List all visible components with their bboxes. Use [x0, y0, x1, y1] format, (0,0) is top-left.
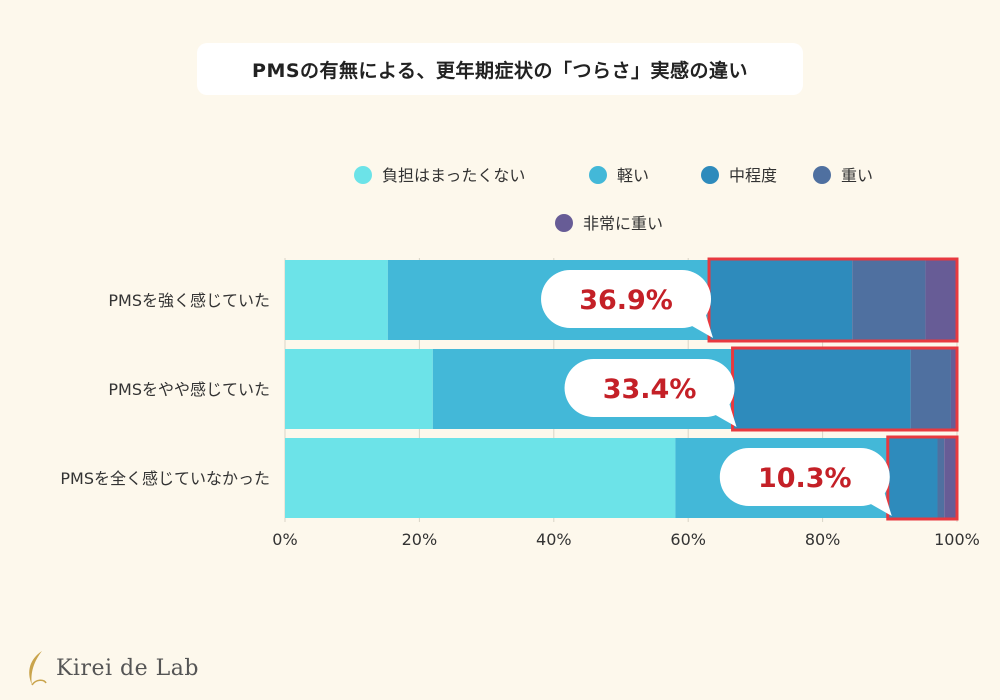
bar-segment	[709, 260, 853, 340]
callout-value: 33.4%	[603, 374, 697, 405]
bar-segment	[887, 438, 938, 518]
x-tick-label: 40%	[536, 530, 572, 549]
legend-label: 中程度	[729, 166, 777, 185]
feather-icon	[29, 651, 47, 686]
legend-swatch	[354, 166, 372, 184]
legend-label: 重い	[841, 166, 873, 185]
category-label: PMSを全く感じていなかった	[60, 469, 270, 488]
callout-bubble	[719, 448, 890, 506]
legend-swatch	[813, 166, 831, 184]
callouts: 36.9% 33.4% 10.3%	[541, 270, 892, 516]
legend-swatch	[589, 166, 607, 184]
bar-segment	[944, 438, 957, 518]
legend-label: 軽い	[617, 166, 649, 185]
x-tick-label: 60%	[670, 530, 706, 549]
bar-segment	[950, 349, 957, 429]
x-tick-label: 20%	[402, 530, 438, 549]
category-label: PMSを強く感じていた	[108, 291, 270, 310]
callout-bubble	[541, 270, 712, 328]
bar-segment	[732, 349, 911, 429]
chart-title-box: PMSの有無による、更年期症状の「つらさ」実感の違い	[197, 43, 803, 95]
x-tick-label: 100%	[934, 530, 980, 549]
category-label: PMSをやや感じていた	[108, 380, 270, 399]
x-tick-labels: 0% 20% 40% 60% 80% 100%	[272, 530, 980, 549]
legend-label: 非常に重い	[583, 214, 663, 233]
bar-segment	[285, 438, 676, 518]
bar-segment	[910, 349, 951, 429]
bar-segment	[852, 260, 926, 340]
x-tick-label: 80%	[805, 530, 841, 549]
legend-label: 負担はまったくない	[382, 166, 525, 185]
callout-bubble	[564, 359, 735, 417]
brand-name: Kirei de Lab	[56, 655, 199, 681]
x-tick-label: 0%	[272, 530, 297, 549]
callout-value: 36.9%	[579, 285, 673, 316]
bar-segment	[285, 349, 433, 429]
category-labels: PMSを強く感じていた PMSをやや感じていた PMSを全く感じていなかった	[60, 291, 270, 488]
legend-swatch	[701, 166, 719, 184]
chart-title: PMSの有無による、更年期症状の「つらさ」実感の違い	[252, 59, 748, 82]
bar-segment	[937, 438, 945, 518]
legend-swatch	[555, 214, 573, 232]
bar-segment	[285, 260, 388, 340]
callout-value: 10.3%	[758, 463, 852, 494]
bar-segment	[925, 260, 957, 340]
brand-logo: Kirei de Lab	[22, 648, 199, 688]
